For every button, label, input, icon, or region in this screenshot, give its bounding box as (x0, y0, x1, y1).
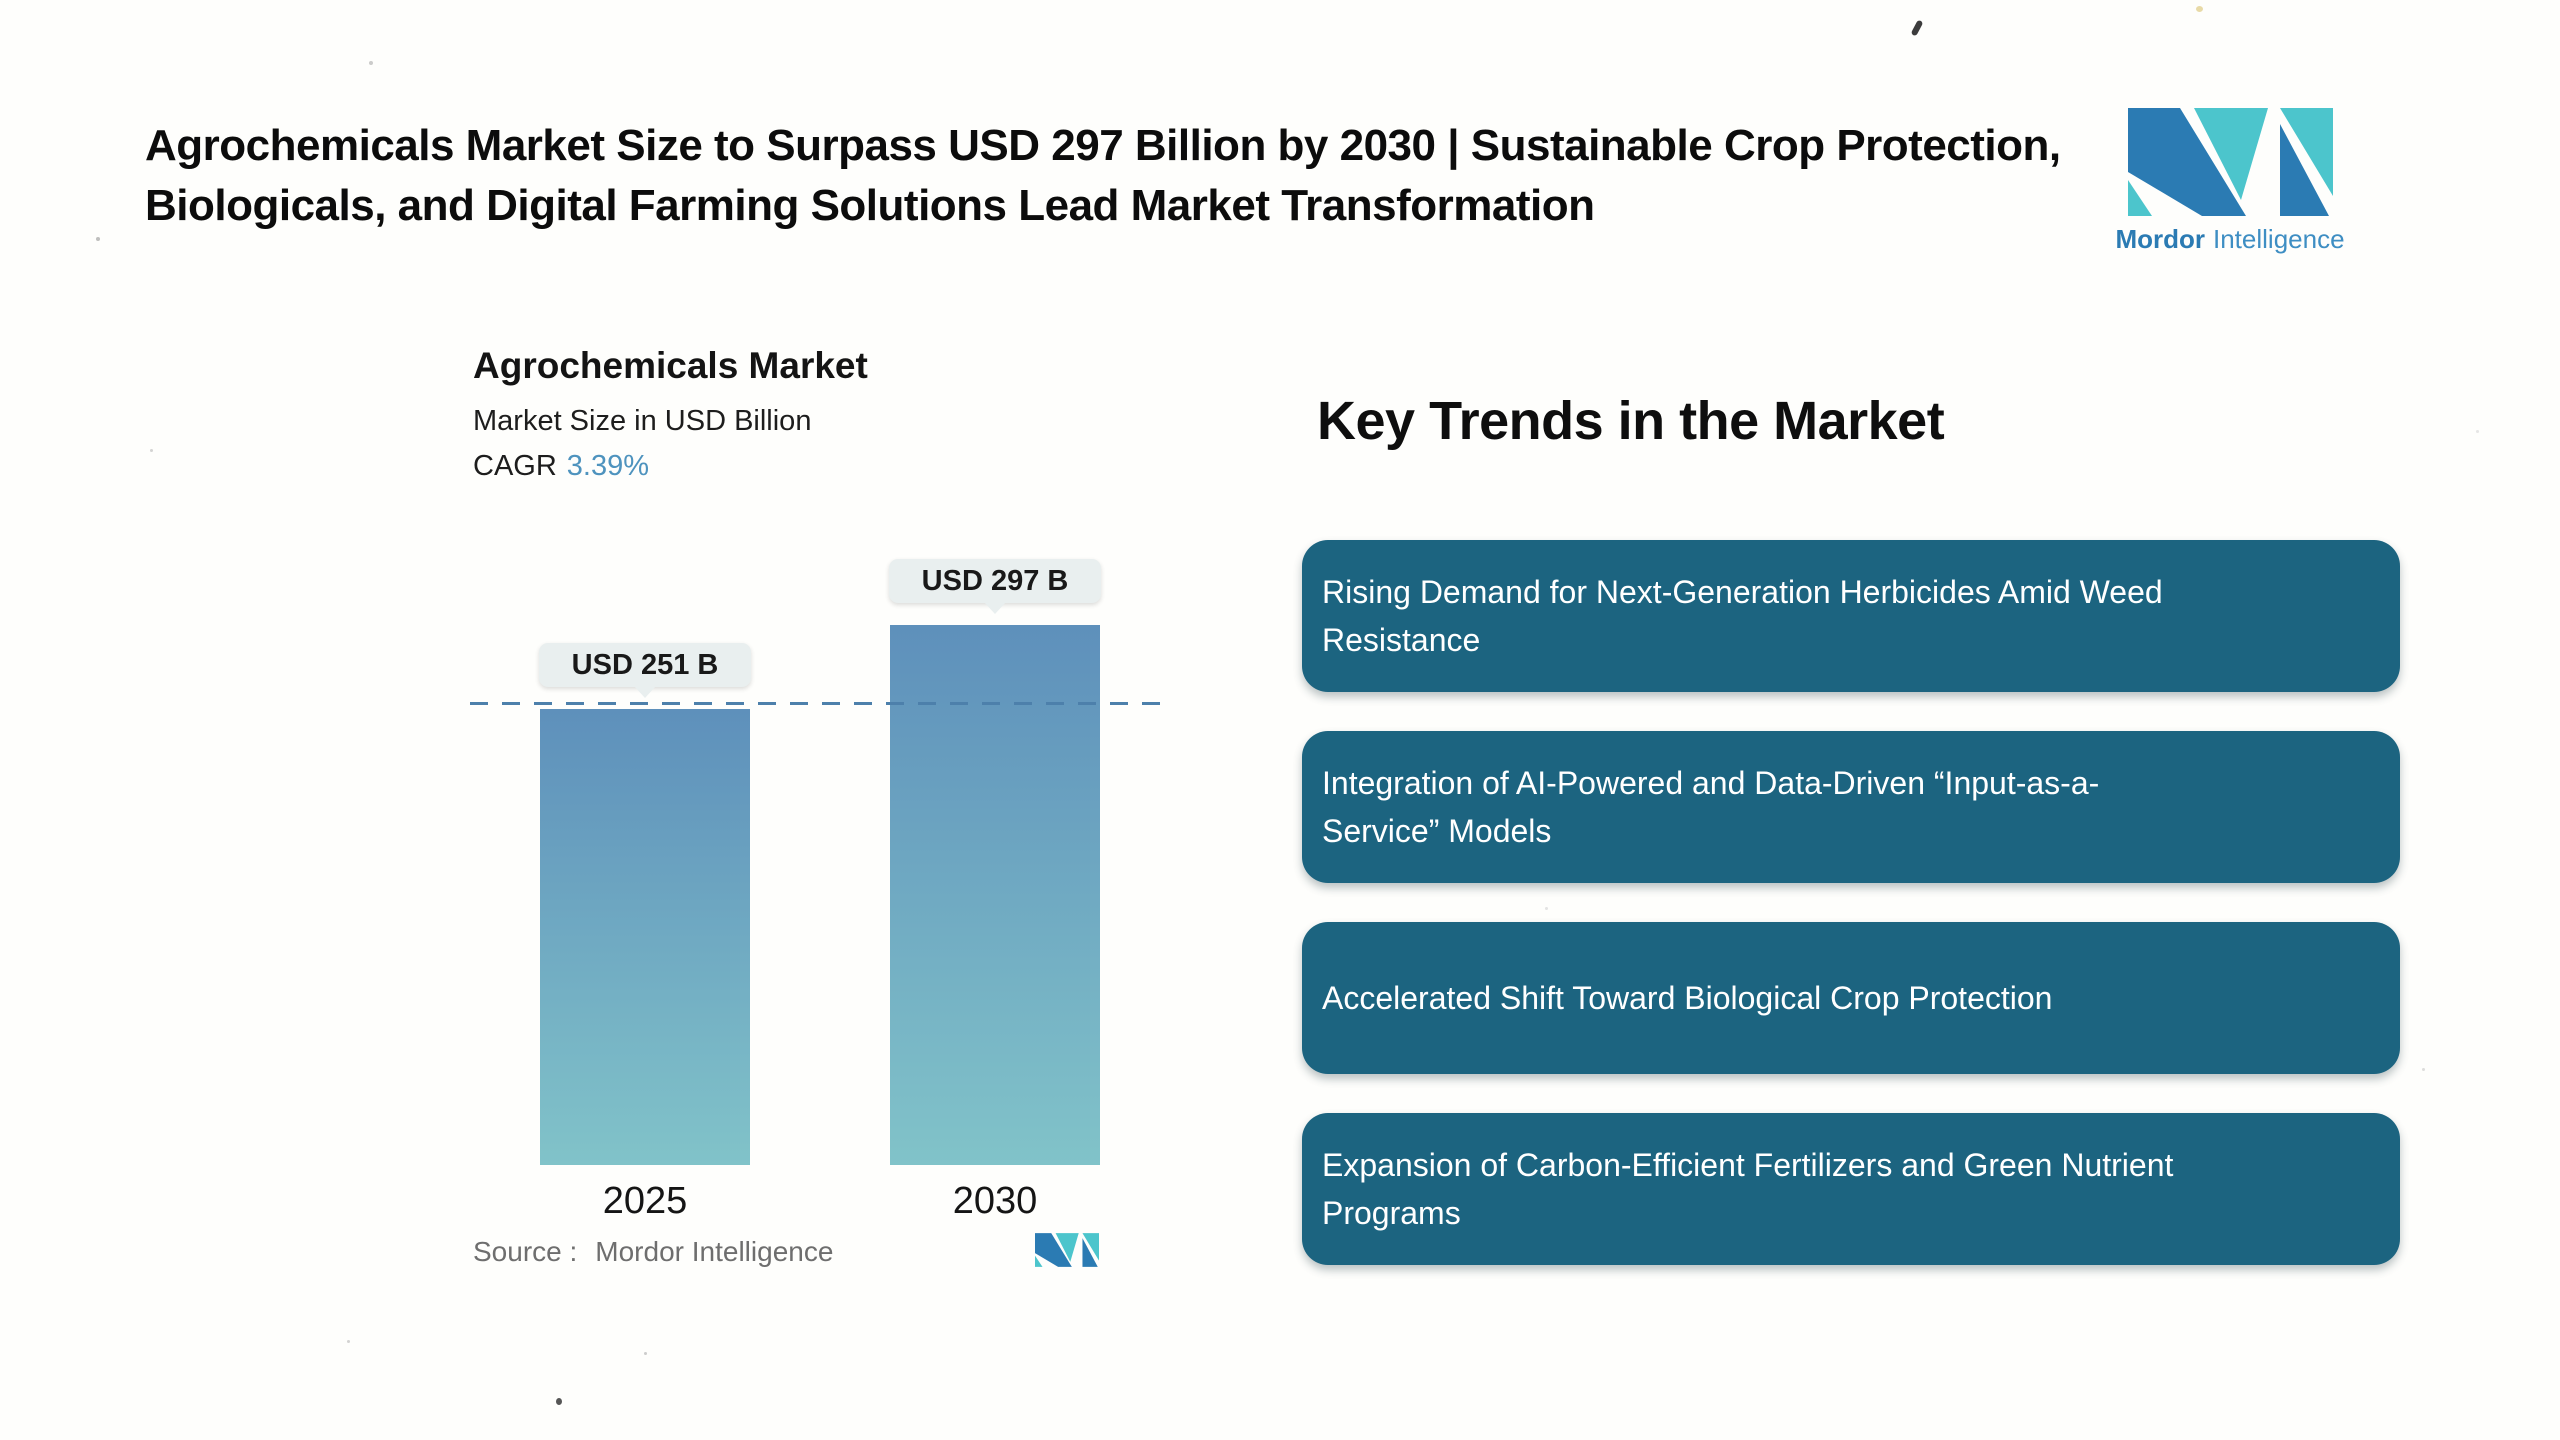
brand-name-light: Intelligence (2213, 224, 2345, 254)
value-label-1-text: USD 297 B (921, 564, 1069, 597)
paper-speck (347, 1340, 350, 1343)
paper-speck (644, 1352, 647, 1355)
cagr-label: CAGR (473, 450, 557, 482)
value-label-0-text: USD 251 B (571, 648, 719, 681)
bar-2030 (890, 625, 1100, 1165)
bar-chart: USD 251 B USD 297 B (470, 540, 1170, 1165)
value-label-0: USD 251 B (539, 643, 751, 687)
paper-speck (150, 449, 153, 452)
paper-speck (2476, 430, 2479, 433)
trends-heading: Key Trends in the Market (1317, 391, 1945, 451)
trend-card-2: Integration of AI-Powered and Data-Drive… (1302, 731, 2400, 883)
paper-speck (369, 61, 373, 65)
source-note: Source : Mordor Intelligence (473, 1236, 833, 1268)
mordor-logo-icon (2127, 108, 2333, 216)
paper-speck (2196, 6, 2203, 12)
bar-2025 (540, 709, 750, 1165)
reference-line (470, 702, 1170, 705)
brand-name-bold: Mordor (2115, 224, 2205, 254)
paper-speck (556, 1398, 562, 1405)
brand-name: Mordor Intelligence (2100, 224, 2360, 255)
x-axis-label-2030: 2030 (952, 1180, 1038, 1222)
trend-card-3-text: Accelerated Shift Toward Biological Crop… (1322, 980, 2053, 1016)
trend-card-2-text: Integration of AI-Powered and Data-Drive… (1322, 765, 2100, 849)
paper-speck (96, 237, 100, 241)
trend-card-4-text: Expansion of Carbon-Efficient Fertilizer… (1322, 1147, 2174, 1231)
cagr-value: 3.39% (566, 450, 650, 482)
chart-cagr: CAGR 3.39% (473, 450, 649, 483)
value-label-1: USD 297 B (889, 559, 1101, 603)
x-axis-label-2025: 2025 (602, 1180, 688, 1222)
trend-card-1: Rising Demand for Next-Generation Herbic… (1302, 540, 2400, 692)
trend-card-4: Expansion of Carbon-Efficient Fertilizer… (1302, 1113, 2400, 1265)
source-label: Source : (473, 1236, 578, 1267)
chart-title: Agrochemicals Market (473, 345, 868, 386)
page-title: Agrochemicals Market Size to Surpass USD… (145, 121, 2061, 230)
brand-logo: Mordor Intelligence (2100, 108, 2360, 255)
trend-card-1-text: Rising Demand for Next-Generation Herbic… (1322, 574, 2163, 658)
source-logo-icon (1035, 1233, 1099, 1267)
chart-subtitle: Market Size in USD Billion (473, 405, 812, 437)
paper-speck (1910, 19, 1924, 37)
trends-list: Rising Demand for Next-Generation Herbic… (1302, 540, 2400, 1265)
paper-speck (2422, 1068, 2425, 1071)
trend-card-3: Accelerated Shift Toward Biological Crop… (1302, 922, 2400, 1074)
source-value: Mordor Intelligence (595, 1236, 834, 1267)
